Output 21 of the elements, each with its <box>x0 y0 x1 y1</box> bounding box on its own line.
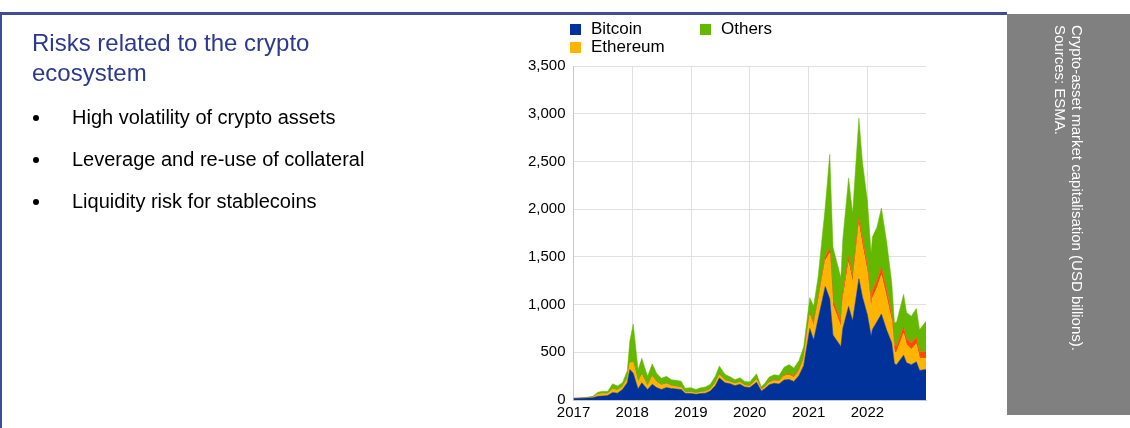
text: Leverage and re-use of collateral <box>72 148 365 170</box>
y-tick-label: 3,500 <box>527 56 566 74</box>
x-tick-label: 2022 <box>850 403 885 421</box>
y-tick-label: 1,500 <box>527 247 566 264</box>
text: Crypto-asset market capitalisation (USD billions). <box>1068 24 1086 353</box>
y-tick-label: 2,000 <box>527 199 566 217</box>
y-tick-label: 3,000 <box>527 103 566 121</box>
y-tick-label: 2,500 <box>527 151 566 169</box>
x-tick-label: 2018 <box>615 403 649 421</box>
x-tick-label: 2019 <box>674 403 708 421</box>
y-tick-label: 1,000 <box>527 294 566 312</box>
legend-label: Ethereum <box>591 37 665 57</box>
text: Liquidity risk for stablecoins <box>72 190 317 212</box>
x-tick-label: 2021 <box>791 403 826 421</box>
y-tick-label: 500 <box>540 342 566 360</box>
legend-label: Bitcoin <box>591 19 643 39</box>
source-note: Sources: ESMA. <box>1051 24 1069 137</box>
text: Risks related to the crypto ecosystem <box>32 28 311 88</box>
text: High volatility of crypto assets <box>72 106 336 128</box>
legend-label: Others <box>721 19 773 39</box>
x-tick-label: 2020 <box>733 403 767 421</box>
